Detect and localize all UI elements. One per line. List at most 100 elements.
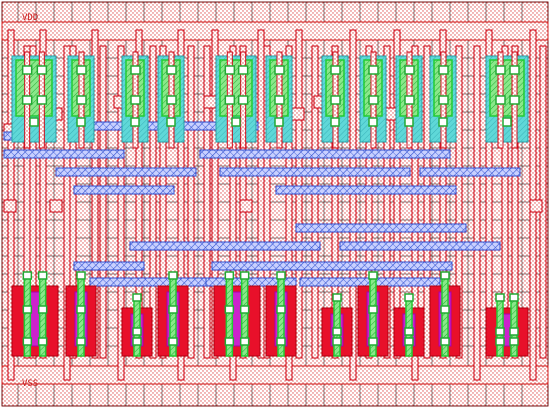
metal-strap-cross: [206, 278, 296, 286]
poly-wire: [349, 29, 357, 381]
contact-pad: [529, 199, 543, 213]
metal-strap-cross: [90, 278, 220, 286]
poly-wire: [177, 29, 185, 381]
pmos-contact: [509, 95, 520, 105]
pmos-contact: [274, 95, 285, 105]
pmos-contact: [368, 65, 379, 75]
nmos-contact: [239, 337, 250, 346]
nmos-contact: [37, 271, 48, 280]
nmos-contact: [332, 337, 342, 346]
poly-wire: [511, 45, 519, 359]
metal-strap-cross: [420, 168, 520, 176]
metal-strap-cross: [212, 262, 452, 270]
metal-strap-cross: [200, 150, 450, 158]
pmos-contact: [404, 65, 415, 75]
pmos-contact: [29, 117, 39, 127]
poly-vertical-wires: [3, 29, 547, 381]
nmos-contact: [168, 337, 178, 346]
poly-wire: [473, 45, 481, 381]
poly-wire: [29, 45, 37, 359]
pmos-contact: [330, 65, 341, 75]
metal-strap-cross: [56, 168, 196, 176]
poly-wire: [365, 45, 373, 359]
nmos-contact: [368, 271, 378, 280]
pmos-contact: [274, 117, 284, 127]
metal-strap-cross: [148, 122, 258, 130]
pmos-contact: [231, 117, 241, 127]
poly-wire: [311, 45, 319, 359]
pmos-contact: [438, 65, 449, 75]
nmos-contact: [239, 305, 250, 314]
nmos-contact: [404, 327, 414, 336]
pmos-contact: [509, 65, 520, 75]
poly-wire: [285, 45, 293, 381]
nmos-contact: [368, 305, 378, 314]
pmos-contact: [166, 65, 177, 75]
pmos-contact: [224, 65, 236, 75]
pmos-contact: [274, 65, 285, 75]
pmos-contact: [330, 95, 341, 105]
pmos-contact: [237, 65, 249, 75]
poly-wire: [69, 45, 77, 359]
pmos-contact: [76, 117, 86, 127]
vdd-label: VDD: [22, 13, 38, 23]
nmos-contact: [495, 293, 505, 302]
nmos-contact: [132, 337, 142, 346]
pmos-contact: [36, 65, 48, 75]
nmos-contact: [440, 337, 450, 346]
pmos-contact: [330, 117, 340, 127]
pmos-contact: [76, 65, 87, 75]
poly-wire: [383, 45, 391, 359]
nmos-contact: [224, 337, 235, 346]
pmos-contact: [495, 95, 506, 105]
pmos-contact: [404, 117, 414, 127]
nmos-contact: [22, 337, 33, 346]
pmos-contact: [404, 95, 415, 105]
pmos-contact: [438, 117, 448, 127]
pmos-contact: [21, 65, 33, 75]
poly-wire: [203, 45, 211, 359]
pmos-contact: [237, 95, 249, 105]
pmos-contact: [368, 95, 379, 105]
poly-wire: [411, 45, 419, 381]
nmos-contact: [276, 337, 286, 346]
poly-wire: [39, 29, 47, 359]
nmos-contact: [168, 271, 178, 280]
vss-rail[interactable]: [1, 365, 549, 385]
poly-wire: [501, 45, 509, 359]
contact-pad: [239, 199, 253, 213]
nmos-contact: [495, 337, 505, 346]
vss-label: VSS: [22, 379, 38, 389]
nmos-transistors: [11, 271, 529, 357]
pmos-contact: [224, 95, 236, 105]
nmos-contact: [224, 271, 235, 280]
nmos-contact: [440, 305, 450, 314]
contact-pad: [49, 199, 63, 213]
contact-pad: [291, 107, 305, 121]
nmos-contact: [76, 337, 86, 346]
nmos-contact: [76, 305, 86, 314]
nmos-contact: [22, 271, 33, 280]
nmos-contact: [332, 327, 342, 336]
nmos-contact: [37, 305, 48, 314]
nmos-contact: [368, 337, 378, 346]
vdd-rail[interactable]: [1, 21, 549, 41]
nmos-contact: [404, 337, 414, 346]
nmos-contact: [440, 271, 450, 280]
nmos-contact: [332, 293, 342, 302]
metal-strap-cross: [340, 242, 500, 250]
nmos-contact: [37, 337, 48, 346]
nmos-contact: [509, 293, 519, 302]
nmos-contact: [495, 327, 505, 336]
nmos-contact: [22, 305, 33, 314]
poly-wire: [149, 45, 157, 359]
nmos-contact: [239, 271, 250, 280]
metal-strap-cross: [74, 262, 144, 270]
poly-wire: [263, 45, 271, 359]
poly-wire: [159, 45, 167, 359]
poly-wire: [117, 45, 125, 381]
poly-wire: [455, 45, 463, 359]
nmos-contact: [509, 327, 519, 336]
pmos-contact: [76, 95, 87, 105]
